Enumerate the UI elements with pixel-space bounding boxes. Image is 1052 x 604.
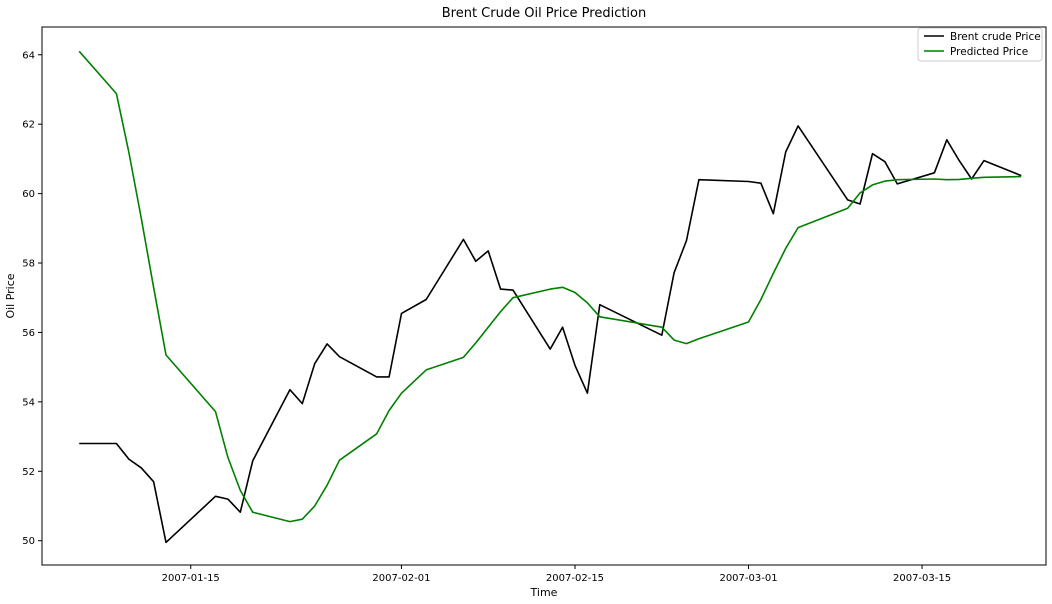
series-line-brent-crude-price [79, 125, 1022, 544]
y-tick-label: 62 [22, 120, 35, 131]
x-tick-label: 2007-03-01 [719, 573, 777, 584]
y-tick-label: 50 [22, 536, 35, 547]
chart-title: Brent Crude Oil Price Prediction [442, 6, 647, 21]
x-tick-label: 2007-01-15 [162, 573, 220, 584]
y-tick-label: 52 [22, 467, 35, 478]
y-axis-label: Oil Price [4, 273, 17, 318]
x-tick-label: 2007-02-15 [546, 573, 604, 584]
y-tick-label: 56 [22, 328, 35, 339]
y-axis-ticks: 50 52 54 56 58 60 62 64 [22, 50, 42, 547]
y-tick-label: 60 [22, 189, 35, 200]
legend: Brent crude Price Predicted Price [917, 27, 1043, 62]
legend-box [917, 27, 1043, 62]
y-tick-label: 54 [22, 397, 35, 408]
x-axis-ticks: 2007-01-15 2007-02-01 2007-02-15 2007-03-01… [162, 565, 951, 584]
x-tick-label: 2007-03-15 [893, 573, 951, 584]
series-layer [78, 50, 1022, 544]
y-tick-label: 64 [22, 50, 35, 61]
plot-area [41, 26, 1047, 566]
y-tick-label: 58 [22, 259, 35, 270]
x-tick-label: 2007-02-01 [372, 573, 430, 584]
series-line-predicted-price [78, 50, 1022, 523]
legend-label-brent: Brent crude Price [950, 31, 1041, 43]
legend-label-predicted: Predicted Price [950, 46, 1028, 58]
axes-frame [41, 26, 1047, 566]
x-axis-label: Time [530, 586, 558, 599]
